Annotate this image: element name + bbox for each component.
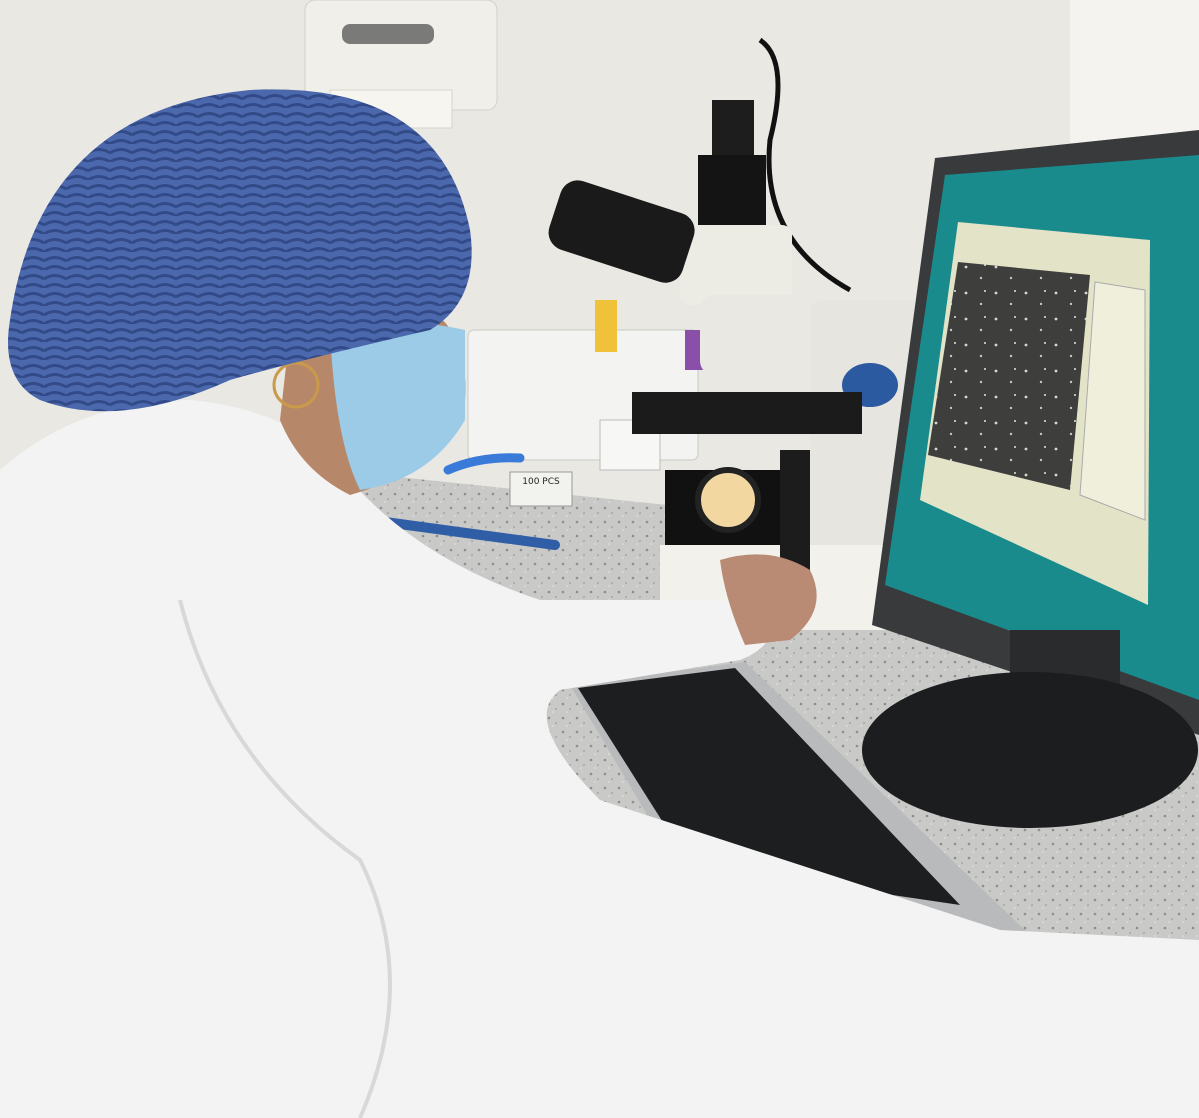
focus-knob (780, 450, 810, 580)
microscopy-image (928, 262, 1090, 490)
monitor-base (862, 672, 1198, 828)
box-label: 100 PCS (522, 477, 560, 487)
keyboard-keys (578, 668, 960, 905)
coat-fold (178, 599, 392, 1118)
dispenser-window (342, 24, 434, 44)
light (695, 467, 761, 533)
scissors (443, 453, 525, 475)
microscope-head (680, 225, 792, 305)
camera-cable (758, 37, 852, 293)
hand (720, 554, 817, 645)
camera (712, 100, 754, 160)
yellow-meter (595, 300, 617, 352)
stage (632, 392, 862, 434)
lab-coat (0, 400, 1199, 1118)
eyepieces (548, 180, 695, 283)
result-panel (1079, 281, 1146, 521)
earring (272, 361, 320, 409)
pipette (380, 517, 560, 550)
face-mask (330, 322, 465, 490)
label-box (509, 471, 573, 507)
hair-cap (8, 89, 472, 412)
